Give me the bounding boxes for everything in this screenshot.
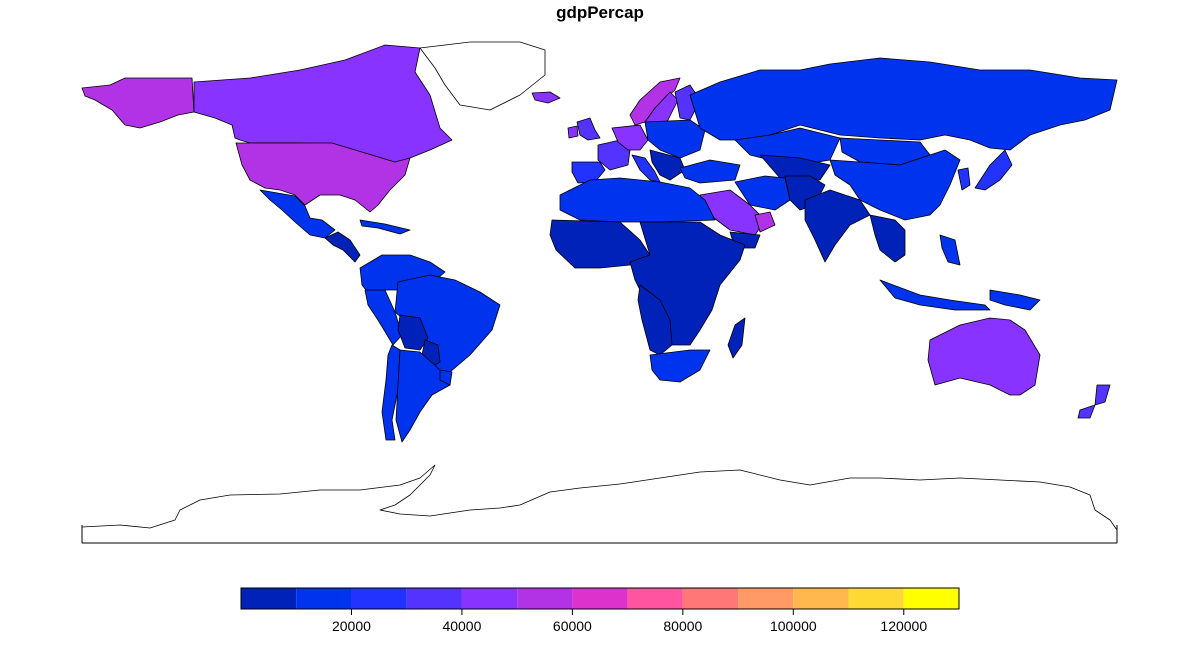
regions-layer — [81, 41, 1118, 544]
region-argentina — [395, 349, 451, 443]
legend-tick-label: 20000 — [332, 618, 371, 634]
region-philippines — [939, 234, 961, 266]
region-norway — [629, 77, 681, 126]
map-title: gdpPercap — [556, 3, 644, 22]
region-mexico — [259, 189, 336, 239]
region-north-africa — [559, 177, 716, 223]
legend-swatch — [406, 588, 462, 609]
region-papua-new-guinea — [989, 289, 1041, 311]
region-antarctica — [81, 464, 1118, 544]
region-iceland — [531, 91, 561, 104]
region-uruguay — [439, 369, 453, 386]
region-bolivia — [397, 314, 429, 351]
region-eastern-europe — [644, 119, 706, 159]
region-west-africa — [549, 219, 651, 269]
color-legend: 20000 40000 60000 80000 100000 120000 — [240, 587, 960, 634]
region-caribbean — [359, 219, 411, 235]
legend-swatch — [682, 588, 739, 609]
legend-swatch — [296, 588, 352, 609]
region-southeast-asia — [869, 214, 906, 263]
region-balkans — [649, 149, 686, 181]
region-peru — [364, 289, 403, 346]
legend-swatch — [738, 588, 794, 609]
region-south-africa — [649, 349, 711, 383]
region-turkey — [679, 159, 741, 184]
legend-swatch — [572, 588, 628, 609]
region-greenland — [419, 41, 546, 111]
legend-swatch — [903, 588, 959, 609]
legend-swatch — [517, 588, 573, 609]
legend-swatch — [461, 588, 518, 609]
legend-swatch — [793, 588, 849, 609]
legend-tick-label: 60000 — [553, 618, 592, 634]
region-japan — [974, 149, 1013, 191]
legend-tick-label: 80000 — [663, 618, 702, 634]
region-ireland — [567, 125, 579, 139]
legend-tick-label: 100000 — [770, 618, 817, 634]
region-madagascar — [727, 317, 746, 359]
region-russia — [689, 57, 1118, 151]
legend-swatch — [627, 588, 683, 609]
region-central-america — [324, 231, 361, 263]
legend-swatch — [848, 588, 904, 609]
legend-swatch — [241, 588, 297, 609]
legend-border — [240, 587, 960, 610]
region-australia — [927, 317, 1041, 396]
region-united-kingdom — [576, 117, 601, 141]
region-new-zealand — [1077, 384, 1111, 419]
region-india — [804, 189, 871, 263]
region-indonesia — [879, 279, 991, 311]
region-alaska — [81, 77, 195, 129]
region-china — [829, 149, 961, 221]
region-united-arab-emirates — [754, 211, 776, 233]
region-korea — [957, 167, 971, 191]
region-western-europe — [611, 124, 649, 151]
region-united-states — [235, 142, 411, 213]
legend-tick-label: 40000 — [442, 618, 481, 634]
legend-tick-label: 120000 — [880, 618, 927, 634]
legend-swatch — [351, 588, 407, 609]
